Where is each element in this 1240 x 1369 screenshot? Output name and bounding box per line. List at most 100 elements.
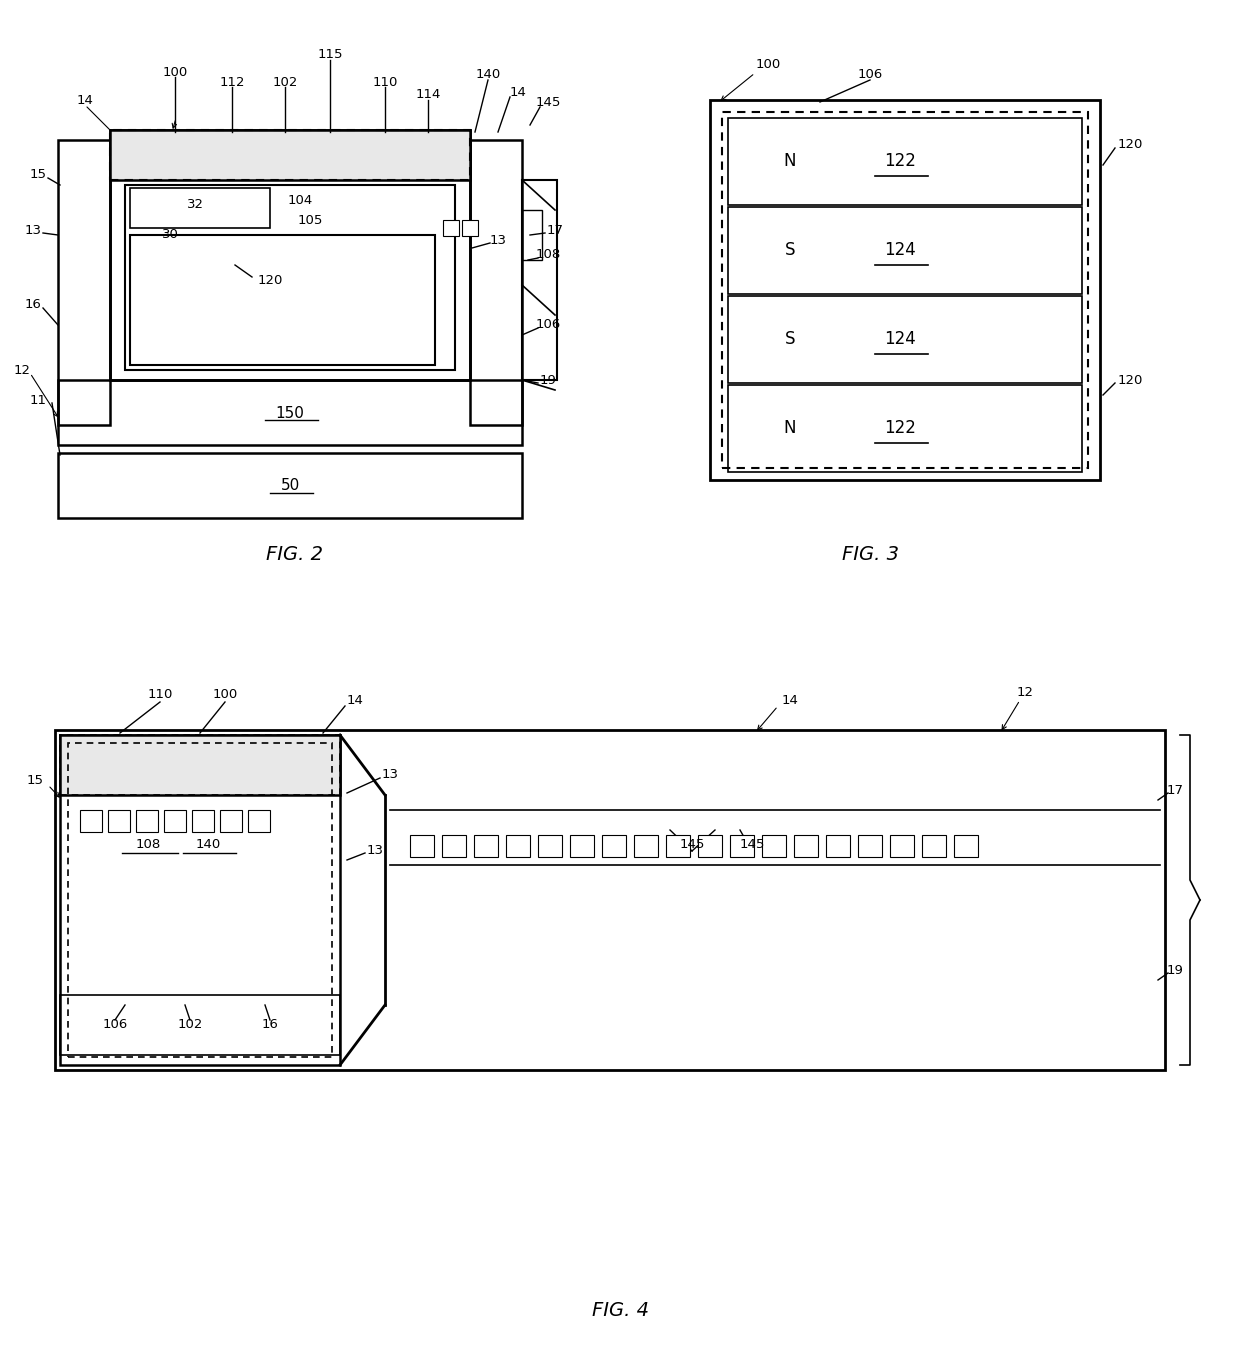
Text: 102: 102 bbox=[177, 1019, 202, 1031]
Bar bbox=[730, 835, 754, 857]
Bar bbox=[441, 835, 466, 857]
Text: 105: 105 bbox=[298, 214, 322, 226]
Bar bbox=[110, 130, 470, 381]
Text: 110: 110 bbox=[372, 75, 398, 89]
Bar bbox=[219, 810, 242, 832]
Text: 11: 11 bbox=[30, 393, 47, 407]
Text: 14: 14 bbox=[346, 694, 363, 706]
Text: 122: 122 bbox=[884, 152, 916, 170]
Text: 122: 122 bbox=[884, 419, 916, 437]
Bar bbox=[410, 835, 434, 857]
Bar bbox=[923, 835, 946, 857]
Bar bbox=[522, 179, 557, 381]
Text: 13: 13 bbox=[367, 843, 383, 857]
Text: 17: 17 bbox=[547, 223, 563, 237]
Bar bbox=[728, 296, 1083, 383]
Bar bbox=[58, 381, 522, 445]
Text: 124: 124 bbox=[884, 330, 916, 348]
Text: 102: 102 bbox=[273, 75, 298, 89]
Text: 140: 140 bbox=[196, 838, 221, 852]
Text: 106: 106 bbox=[536, 319, 560, 331]
Bar bbox=[470, 140, 522, 424]
Bar bbox=[763, 835, 786, 857]
Bar bbox=[634, 835, 658, 857]
Bar bbox=[711, 100, 1100, 481]
Text: 13: 13 bbox=[25, 223, 41, 237]
Text: 106: 106 bbox=[857, 68, 883, 82]
Bar bbox=[954, 835, 978, 857]
Bar bbox=[58, 453, 522, 517]
Bar bbox=[248, 810, 270, 832]
Text: 140: 140 bbox=[475, 68, 501, 82]
Text: 108: 108 bbox=[135, 838, 161, 852]
Text: 106: 106 bbox=[103, 1019, 128, 1031]
Bar bbox=[164, 810, 186, 832]
Bar bbox=[60, 735, 340, 1065]
Text: 17: 17 bbox=[1167, 783, 1183, 797]
Text: 32: 32 bbox=[186, 199, 203, 211]
Bar bbox=[601, 835, 626, 857]
Bar bbox=[666, 835, 689, 857]
Text: 124: 124 bbox=[884, 241, 916, 259]
Bar bbox=[728, 207, 1083, 294]
Text: 150: 150 bbox=[275, 405, 305, 420]
Bar bbox=[890, 835, 914, 857]
Text: N: N bbox=[784, 419, 796, 437]
Bar bbox=[58, 140, 110, 424]
Text: 145: 145 bbox=[739, 838, 765, 852]
Bar bbox=[60, 735, 340, 795]
Bar bbox=[474, 835, 498, 857]
Text: 120: 120 bbox=[1117, 138, 1143, 152]
Text: 19: 19 bbox=[1167, 964, 1183, 976]
Bar bbox=[698, 835, 722, 857]
Bar bbox=[125, 185, 455, 370]
Text: 110: 110 bbox=[148, 689, 172, 701]
Text: 13: 13 bbox=[490, 234, 506, 246]
Text: 114: 114 bbox=[415, 89, 440, 101]
Text: 30: 30 bbox=[161, 229, 179, 241]
Text: FIG. 3: FIG. 3 bbox=[842, 545, 899, 564]
Text: N: N bbox=[784, 152, 796, 170]
Bar bbox=[130, 188, 270, 229]
Bar bbox=[110, 130, 470, 179]
Text: 15: 15 bbox=[30, 168, 47, 182]
Bar bbox=[570, 835, 594, 857]
Bar bbox=[110, 130, 470, 179]
Bar bbox=[794, 835, 818, 857]
Text: 100: 100 bbox=[162, 66, 187, 78]
Text: 14: 14 bbox=[510, 85, 527, 99]
Bar bbox=[192, 810, 215, 832]
Bar bbox=[858, 835, 882, 857]
Bar bbox=[125, 185, 455, 370]
Text: FIG. 2: FIG. 2 bbox=[267, 545, 324, 564]
Bar bbox=[55, 730, 1166, 1071]
Text: 104: 104 bbox=[288, 193, 312, 207]
Text: 112: 112 bbox=[219, 75, 244, 89]
Bar bbox=[728, 385, 1083, 472]
Text: 12: 12 bbox=[1017, 686, 1033, 700]
Bar bbox=[130, 235, 435, 366]
Text: 15: 15 bbox=[26, 773, 43, 787]
Text: 100: 100 bbox=[212, 689, 238, 701]
Text: 14: 14 bbox=[781, 694, 799, 706]
Bar bbox=[108, 810, 130, 832]
Bar bbox=[68, 743, 332, 1057]
Bar bbox=[136, 810, 157, 832]
Text: 14: 14 bbox=[77, 93, 93, 107]
Text: 13: 13 bbox=[382, 768, 398, 782]
Text: S: S bbox=[785, 330, 795, 348]
Bar bbox=[722, 112, 1087, 468]
Text: 50: 50 bbox=[280, 479, 300, 493]
Bar bbox=[522, 209, 542, 260]
Bar bbox=[538, 835, 562, 857]
Text: 108: 108 bbox=[536, 249, 560, 261]
Text: 145: 145 bbox=[680, 838, 704, 852]
Text: 145: 145 bbox=[536, 96, 560, 108]
Text: S: S bbox=[785, 241, 795, 259]
Bar bbox=[60, 735, 340, 795]
Bar bbox=[826, 835, 849, 857]
Text: 16: 16 bbox=[262, 1019, 279, 1031]
Bar bbox=[728, 118, 1083, 205]
Bar bbox=[81, 810, 102, 832]
Text: 12: 12 bbox=[14, 364, 31, 376]
